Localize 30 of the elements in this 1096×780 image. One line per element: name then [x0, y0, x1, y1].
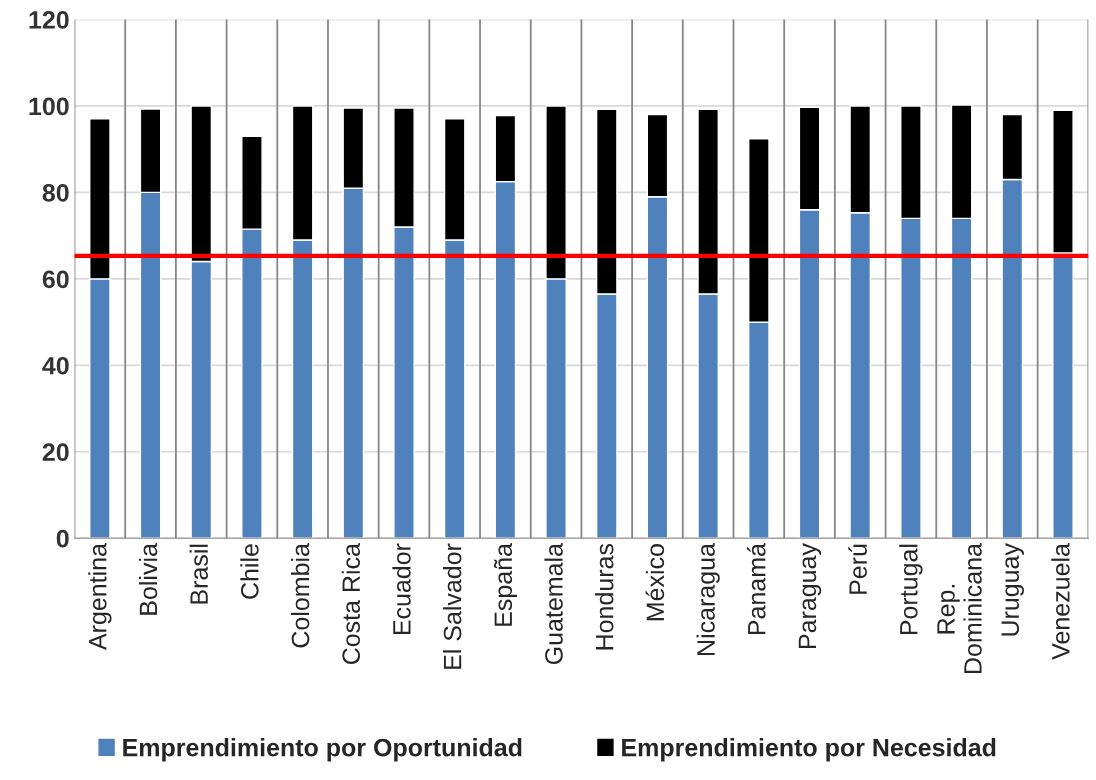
x-tick-label: Portugal	[899, 544, 923, 635]
y-tick-label: 120	[29, 11, 69, 29]
x-tick-label: Costa Rica	[341, 543, 361, 665]
y-tick-label: 0	[56, 529, 69, 548]
x-tick-label: Guatemala	[544, 543, 563, 665]
x-tick-label: Panamá	[746, 543, 766, 635]
y-tick-label: 100	[29, 97, 69, 116]
x-tick-label: México	[645, 544, 665, 621]
x-tick-label: Chile	[240, 544, 259, 599]
legend-label: Emprendimiento por Necesidad	[622, 738, 996, 762]
y-tick-label: 60	[42, 270, 69, 289]
x-tick-label: Colombia	[290, 543, 310, 648]
x-tick-label: Ecuador	[392, 543, 411, 635]
y-tick-label: 80	[42, 184, 69, 202]
x-tick-label: Paraguay	[798, 543, 822, 649]
x-tick-label: Argentina	[88, 543, 112, 651]
x-tick-label: Perú	[848, 544, 867, 594]
x-tick-label: Bolivia	[138, 543, 158, 615]
x-tick-label: El Salvador	[443, 543, 462, 669]
legend-label: Emprendimiento por Oportunidad	[123, 738, 522, 762]
x-tick-label: Brasil	[189, 544, 208, 604]
x-tick-label: Uruguay	[1001, 543, 1024, 636]
y-tick-label: 40	[42, 356, 69, 375]
x-tick-label: Nicaragua	[696, 543, 720, 655]
x-tick-label: Venezuela	[1051, 543, 1070, 660]
x-tick-label: Rep. Dominicana	[937, 543, 982, 674]
bar	[1052, 109, 1074, 254]
x-tick-label: España	[493, 543, 518, 626]
y-tick-label: 20	[42, 443, 69, 462]
x-tick-label: Honduras	[595, 543, 614, 650]
